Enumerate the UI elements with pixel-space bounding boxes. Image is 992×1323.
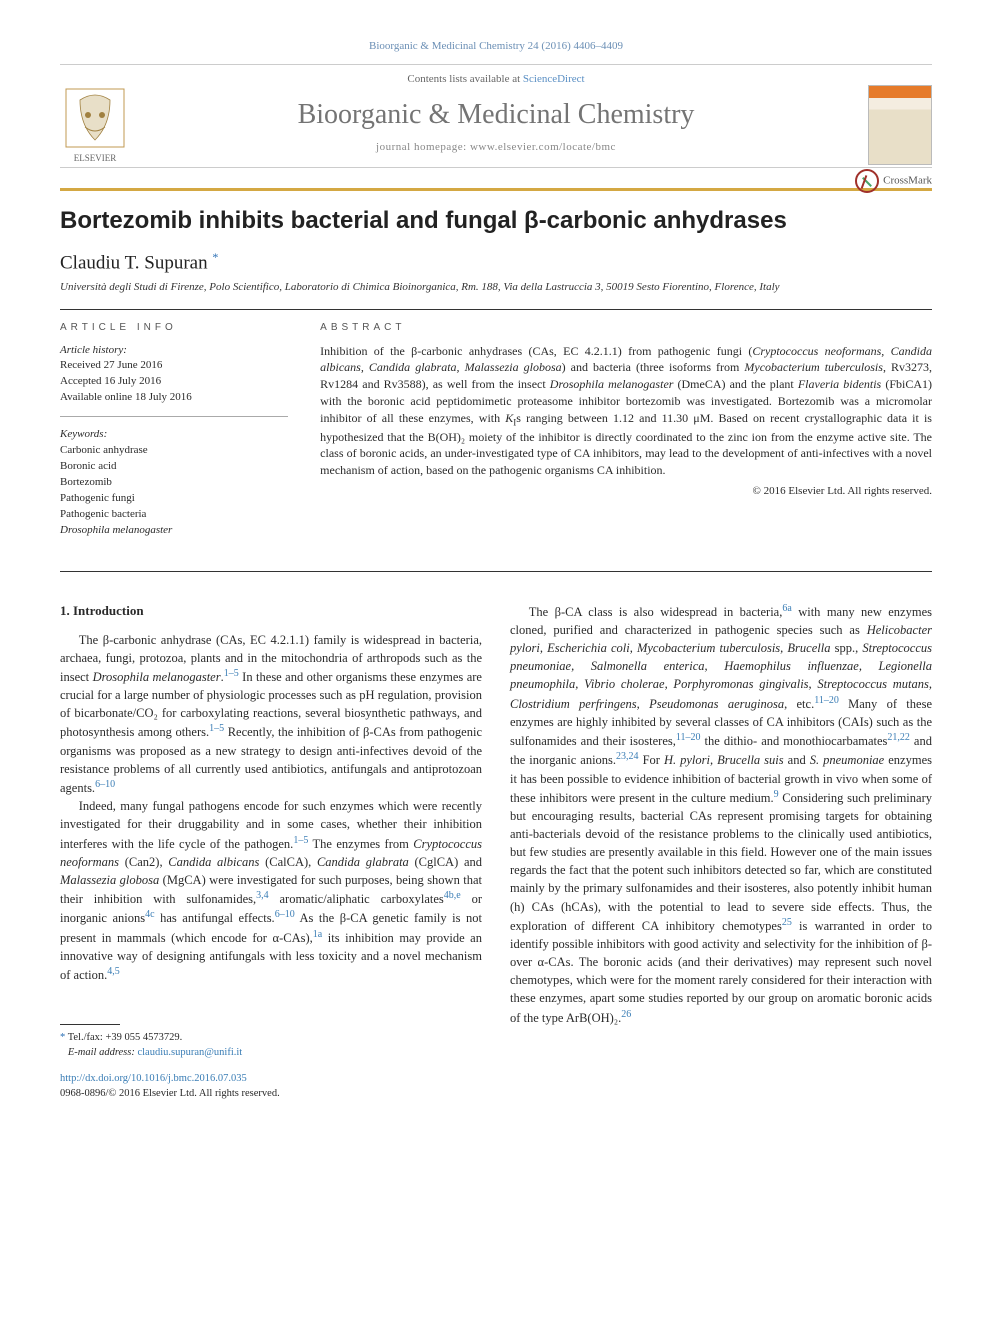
intro-paragraph-3: The β-CA class is also widespread in bac…: [510, 602, 932, 1027]
author-email-link[interactable]: claudiu.supuran@unifi.it: [137, 1047, 242, 1058]
author-name: Claudiu T. Supuran *: [60, 250, 932, 274]
intro-paragraph-2: Indeed, many fungal pathogens encode for…: [60, 797, 482, 984]
ref-link[interactable]: 6–10: [275, 909, 295, 920]
journal-homepage: journal homepage: www.elsevier.com/locat…: [60, 141, 932, 153]
keywords-block: Keywords: Carbonic anhydrase Boronic aci…: [60, 427, 288, 549]
ref-link[interactable]: 4,5: [107, 966, 120, 977]
abstract-copyright: © 2016 Elsevier Ltd. All rights reserved…: [320, 485, 932, 497]
doi-link[interactable]: http://dx.doi.org/10.1016/j.bmc.2016.07.…: [60, 1073, 247, 1084]
right-column: The β-CA class is also widespread in bac…: [510, 602, 932, 1101]
svg-text:ELSEVIER: ELSEVIER: [74, 153, 117, 163]
homepage-url[interactable]: www.elsevier.com/locate/bmc: [470, 141, 616, 153]
page-container: Bioorganic & Medicinal Chemistry 24 (201…: [0, 0, 992, 1141]
ref-link[interactable]: 11–20: [676, 732, 701, 743]
ref-link[interactable]: 4c: [145, 909, 154, 920]
citation-line: Bioorganic & Medicinal Chemistry 24 (201…: [60, 40, 932, 52]
ref-link[interactable]: 3,4: [256, 890, 269, 901]
article-title: Bortezomib inhibits bacterial and fungal…: [60, 205, 932, 236]
crossmark-icon: [855, 169, 879, 193]
body-columns: 1. Introduction The β-carbonic anhydrase…: [60, 602, 932, 1101]
ref-link[interactable]: 21,22: [887, 732, 910, 743]
gold-divider: [60, 188, 932, 191]
contents-available-line: Contents lists available at ScienceDirec…: [60, 73, 932, 85]
corresponding-marker-icon: *: [60, 1032, 65, 1043]
journal-cover-thumbnail: [868, 85, 932, 165]
ref-link[interactable]: 6–10: [95, 779, 115, 790]
doi-block: http://dx.doi.org/10.1016/j.bmc.2016.07.…: [60, 1071, 482, 1101]
ref-link[interactable]: 11–20: [814, 695, 839, 706]
ref-link[interactable]: 4b,e: [444, 890, 461, 901]
ref-link[interactable]: 26: [621, 1009, 631, 1020]
issn-copyright-line: 0968-0896/© 2016 Elsevier Ltd. All right…: [60, 1088, 280, 1099]
left-column: 1. Introduction The β-carbonic anhydrase…: [60, 602, 482, 1101]
journal-title: Bioorganic & Medicinal Chemistry: [60, 99, 932, 131]
corresponding-author-marker[interactable]: *: [212, 250, 218, 264]
article-info-label: ARTICLE INFO: [60, 322, 288, 333]
section-heading-intro: 1. Introduction: [60, 602, 482, 621]
crossmark-badge[interactable]: CrossMark: [855, 169, 932, 193]
journal-header: ELSEVIER Contents lists available at Sci…: [60, 64, 932, 168]
abstract-label: ABSTRACT: [320, 322, 932, 333]
ref-link[interactable]: 1–5: [209, 723, 224, 734]
article-history-block: Article history: Received 27 June 2016 A…: [60, 343, 288, 418]
author-affiliation: Università degli Studi di Firenze, Polo …: [60, 281, 932, 293]
elsevier-logo: ELSEVIER: [60, 85, 130, 165]
ref-link[interactable]: 25: [782, 917, 792, 928]
abstract-column: ABSTRACT Inhibition of the β-carbonic an…: [304, 310, 932, 571]
intro-paragraph-1: The β-carbonic anhydrase (CAs, EC 4.2.1.…: [60, 631, 482, 798]
info-abstract-row: ARTICLE INFO Article history: Received 2…: [60, 309, 932, 572]
sciencedirect-link[interactable]: ScienceDirect: [523, 73, 585, 85]
ref-link[interactable]: 23,24: [616, 751, 639, 762]
ref-link[interactable]: 6a: [782, 603, 791, 614]
ref-link[interactable]: 1a: [313, 929, 322, 940]
ref-link[interactable]: 1–5: [224, 668, 239, 679]
footnote-separator: [60, 1024, 120, 1025]
ref-link[interactable]: 1–5: [293, 835, 308, 846]
footnotes-block: * Tel./fax: +39 055 4573729. E-mail addr…: [60, 1031, 482, 1060]
article-info-column: ARTICLE INFO Article history: Received 2…: [60, 310, 304, 571]
abstract-text: Inhibition of the β-carbonic anhydrases …: [320, 343, 932, 480]
